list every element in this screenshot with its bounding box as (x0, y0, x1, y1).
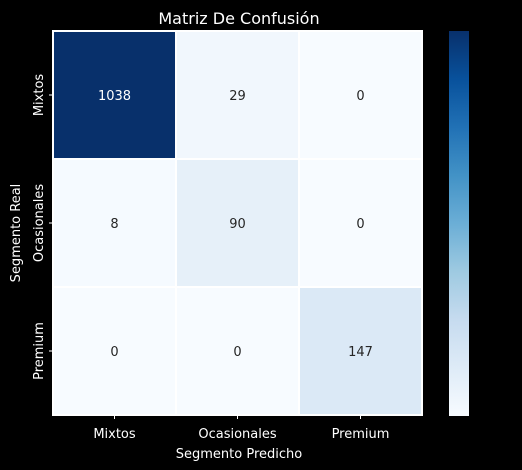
y-axis-label: Segmento Real (9, 184, 24, 283)
cell-value-label: 0 (233, 345, 241, 360)
x-axis-label: Segmento Predicho (176, 447, 303, 462)
y-tick-label: Premium (32, 322, 47, 380)
heatmap-cells: 1038 29 0 8 90 0 0 0 147 (52, 30, 423, 416)
x-tick-label: Ocasionales (198, 427, 277, 442)
heatmap-cell (175, 286, 300, 416)
cell-value-label: 0 (356, 89, 364, 104)
cell-value-label: 29 (229, 89, 246, 104)
y-axis-ticks: Mixtos Ocasionales Premium (32, 74, 53, 380)
x-tick-label: Mixtos (93, 427, 136, 442)
heatmap-cell (52, 158, 177, 288)
cell-value-label: 0 (110, 345, 118, 360)
heatmap-cell (298, 30, 423, 160)
cell-value-label: 147 (348, 345, 373, 360)
x-tick-label: Premium (332, 427, 390, 442)
heatmap-cell (52, 30, 177, 160)
cell-value-label: 0 (356, 217, 364, 232)
colorbar (449, 31, 469, 416)
x-axis-ticks: Mixtos Ocasionales Premium (93, 415, 389, 442)
cell-value-label: 90 (229, 217, 246, 232)
heatmap-cell (175, 30, 300, 160)
heatmap-cell (298, 158, 423, 288)
y-tick-label: Mixtos (32, 74, 47, 117)
chart-title: Matriz De Confusión (158, 9, 319, 28)
cell-value-label: 8 (110, 217, 118, 232)
y-tick-label: Ocasionales (32, 184, 47, 263)
cell-value-label: 1038 (98, 89, 131, 104)
